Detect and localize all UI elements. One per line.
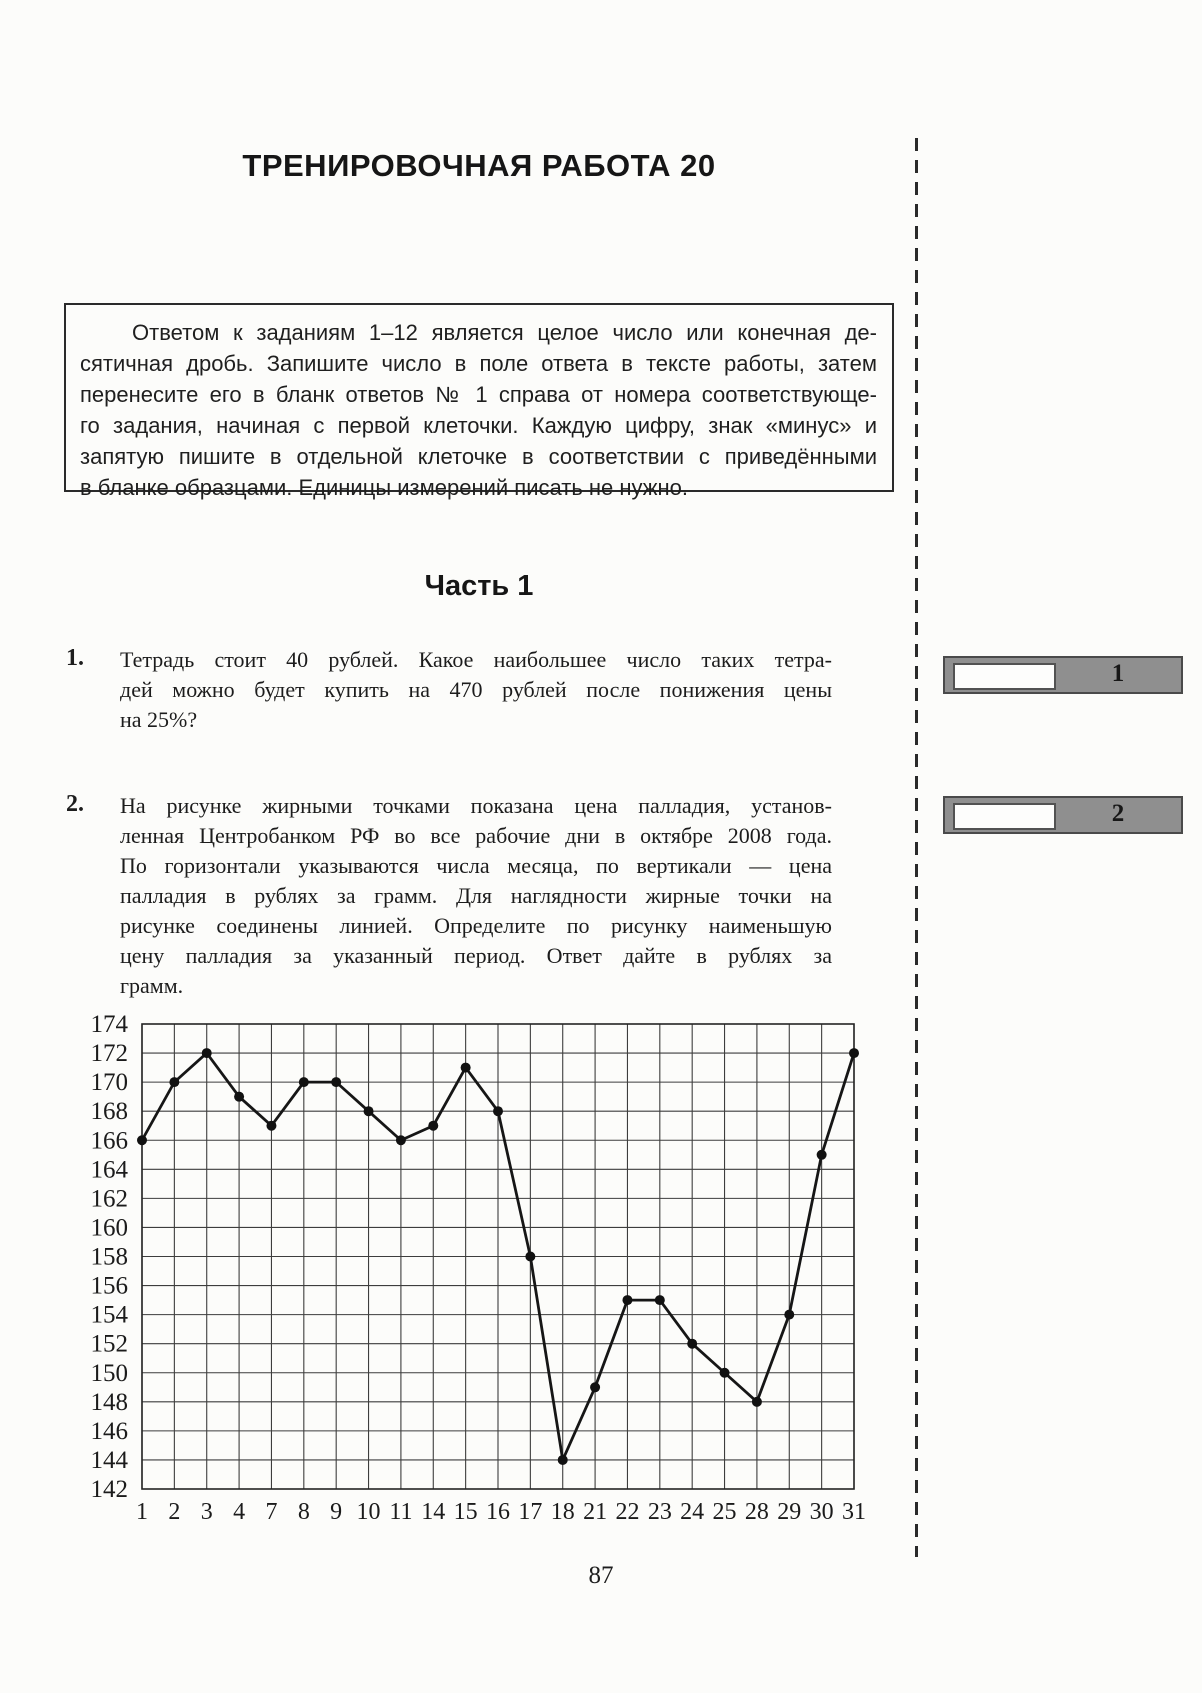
problem-2-number: 2.: [66, 791, 84, 817]
svg-text:168: 168: [91, 1098, 129, 1125]
svg-text:23: 23: [648, 1499, 672, 1525]
text-line: сятичная дробь. Запишите число в поле от…: [80, 351, 877, 376]
text-line: перенесите его в бланк ответов № 1 справ…: [80, 382, 877, 407]
text-line: рисунке соединены линией. Определите по …: [120, 913, 832, 938]
svg-text:11: 11: [389, 1499, 412, 1525]
problem-2-text: На рисунке жирными точками показана цена…: [120, 791, 832, 1001]
svg-text:144: 144: [91, 1447, 129, 1474]
svg-text:166: 166: [91, 1127, 129, 1154]
instruction-box: Ответом к заданиям 1–12 является целое ч…: [64, 303, 894, 500]
svg-text:156: 156: [91, 1273, 129, 1300]
text-line: в бланке образцами. Единицы измерений пи…: [80, 475, 688, 500]
answer-box-2: 2: [943, 796, 1183, 834]
text-line: цену палладия за указанный период. Ответ…: [120, 943, 832, 968]
svg-text:152: 152: [91, 1331, 129, 1358]
text-line: на 25%?: [120, 707, 198, 732]
answer-box-1-label: 1: [1111, 660, 1125, 687]
svg-text:16: 16: [486, 1499, 510, 1525]
svg-text:160: 160: [91, 1214, 129, 1241]
text-line: дей можно будет купить на 470 рублей пос…: [120, 677, 832, 702]
svg-text:150: 150: [91, 1360, 129, 1387]
svg-text:154: 154: [91, 1302, 129, 1329]
text-line: грамм.: [120, 973, 184, 998]
svg-text:8: 8: [298, 1499, 310, 1525]
problem-1-number: 1.: [66, 645, 84, 671]
svg-text:15: 15: [454, 1499, 478, 1525]
price-chart: 1421441461481501521541561581601621641661…: [91, 1011, 867, 1525]
svg-text:21: 21: [583, 1499, 607, 1525]
svg-text:158: 158: [91, 1244, 129, 1271]
svg-text:164: 164: [91, 1156, 129, 1183]
svg-text:170: 170: [91, 1069, 129, 1096]
answer-field-1: [953, 663, 1056, 690]
svg-text:1: 1: [136, 1499, 148, 1525]
text-line: Тетрадь стоит 40 рублей. Какое наибольше…: [120, 647, 832, 672]
svg-text:4: 4: [233, 1499, 245, 1525]
answer-box-1: 1: [943, 656, 1183, 694]
svg-text:22: 22: [615, 1499, 639, 1525]
answer-field-2: [953, 803, 1056, 830]
svg-text:14: 14: [421, 1499, 445, 1525]
svg-text:30: 30: [810, 1499, 834, 1525]
svg-text:29: 29: [777, 1499, 801, 1525]
svg-text:162: 162: [91, 1185, 129, 1212]
text-line: По горизонтали указываются числа месяца,…: [120, 853, 832, 878]
svg-text:25: 25: [713, 1499, 737, 1525]
page-cut-dashed-line: [915, 138, 918, 1557]
svg-text:7: 7: [265, 1499, 277, 1525]
svg-text:3: 3: [201, 1499, 213, 1525]
svg-text:174: 174: [91, 1011, 129, 1038]
answer-box-2-label: 2: [1111, 800, 1125, 827]
svg-text:10: 10: [357, 1499, 381, 1525]
page-number: 87: [588, 1562, 614, 1589]
text-line: ленная Центробанком РФ во все рабочие дн…: [120, 823, 832, 848]
svg-text:24: 24: [680, 1499, 704, 1525]
text-line: Ответом к заданиям 1–12 является целое ч…: [132, 320, 877, 345]
svg-text:148: 148: [91, 1389, 129, 1416]
page-title: ТРЕНИРОВОЧНАЯ РАБОТА 20: [242, 148, 716, 183]
svg-text:31: 31: [842, 1499, 866, 1525]
part-heading: Часть 1: [424, 570, 534, 602]
svg-text:172: 172: [91, 1040, 129, 1067]
svg-text:142: 142: [91, 1476, 129, 1503]
svg-text:17: 17: [518, 1499, 542, 1525]
text-line: го задания, начиная с первой клеточки. К…: [80, 413, 877, 438]
svg-text:9: 9: [330, 1499, 342, 1525]
problem-1-text: Тетрадь стоит 40 рублей. Какое наибольше…: [120, 645, 832, 735]
svg-text:146: 146: [91, 1418, 129, 1445]
text-line: На рисунке жирными точками показана цена…: [120, 793, 832, 818]
svg-text:2: 2: [168, 1499, 180, 1525]
text-line: запятую пишите в отдельной клеточке в со…: [80, 444, 877, 469]
svg-text:18: 18: [551, 1499, 575, 1525]
text-line: палладия в рублях за грамм. Для наглядно…: [120, 883, 832, 908]
svg-text:28: 28: [745, 1499, 769, 1525]
